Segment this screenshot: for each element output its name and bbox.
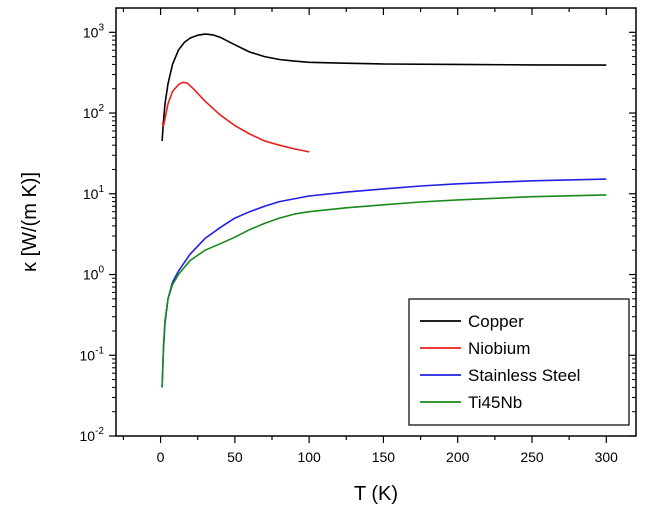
ticks-layer	[109, 8, 636, 443]
y-tick-label: 101	[83, 184, 105, 202]
y-tick-label: 103	[83, 22, 105, 40]
x-tick-label: 200	[446, 449, 470, 465]
curves-layer	[161, 33, 607, 388]
legend: Copper Niobium Stainless Steel Ti45Nb	[408, 298, 630, 426]
y-tick-label: 102	[83, 103, 105, 121]
legend-label: Niobium	[468, 339, 530, 358]
y-tick-label: 100	[83, 265, 105, 283]
x-tick-label: 150	[372, 449, 396, 465]
x-axis-title: T (K)	[354, 483, 398, 505]
legend-label: Copper	[468, 312, 524, 331]
legend-label: Ti45Nb	[468, 393, 522, 412]
series-line-niobium	[161, 81, 310, 153]
series-line-ti45nb	[161, 194, 607, 388]
y-axis-title: κ [W/(m K)]	[19, 172, 41, 272]
x-tick-label: 300	[595, 449, 619, 465]
tick-labels-layer: 0 50 100 150 200 250 300 10-2 10-1 100 101 102 103	[80, 22, 619, 465]
series-line-copper	[161, 33, 607, 142]
x-tick-label: 250	[520, 449, 544, 465]
plot-frame	[115, 7, 637, 437]
x-tick-label: 0	[157, 449, 165, 465]
y-tick-label: 10-2	[80, 426, 105, 444]
x-tick-label: 50	[227, 449, 243, 465]
y-tick-label: 10-1	[80, 345, 105, 363]
legend-label: Stainless Steel	[468, 366, 580, 385]
x-tick-label: 100	[297, 449, 321, 465]
legend-box	[408, 298, 630, 426]
